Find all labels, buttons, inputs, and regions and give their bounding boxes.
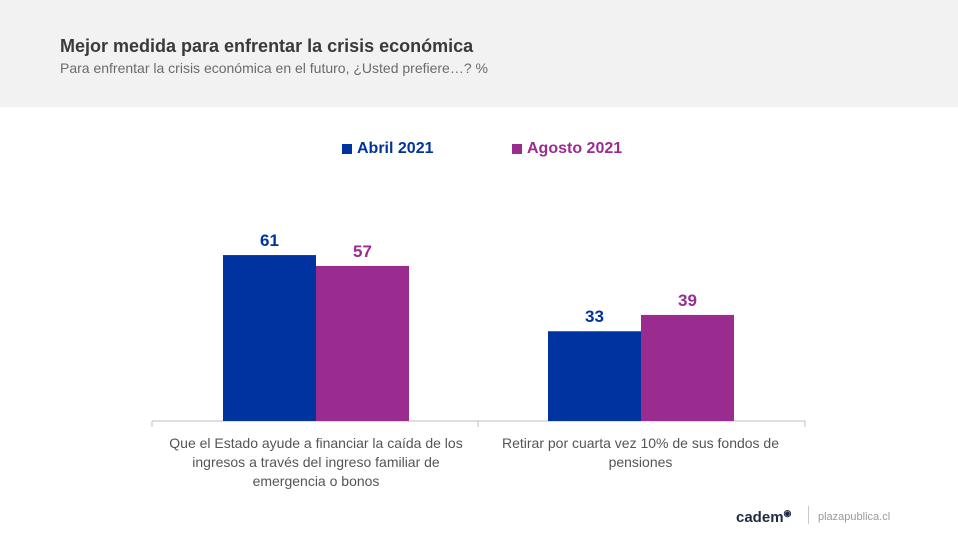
brand-text: cadem bbox=[736, 509, 784, 526]
bar-1-0 bbox=[548, 331, 641, 421]
legend-item-abril: Abril 2021 bbox=[342, 140, 433, 158]
bar-1-1 bbox=[641, 314, 734, 421]
footer-site-label: plazapublica.cl bbox=[818, 511, 891, 523]
category-label-retiro: Retirar por cuarta vez 10% de sus fondos… bbox=[501, 435, 780, 470]
data-label-0-1: 57 bbox=[353, 242, 372, 261]
data-label-1-1: 39 bbox=[678, 291, 697, 310]
footer-divider bbox=[808, 506, 809, 524]
legend-swatch-agosto bbox=[512, 144, 522, 154]
data-label-1-0: 33 bbox=[585, 307, 604, 326]
legend-label-abril: Abril 2021 bbox=[357, 140, 434, 157]
page-title: Mejor medida para enfrentar la crisis ec… bbox=[60, 36, 474, 56]
legend-item-agosto: Agosto 2021 bbox=[512, 140, 622, 158]
logo-mark-icon: ◉ bbox=[783, 508, 792, 518]
data-label-0-0: 61 bbox=[260, 231, 279, 250]
cadem-logo: cadem◉ bbox=[736, 508, 791, 526]
header-band: Mejor medida para enfrentar la crisis ec… bbox=[0, 0, 958, 107]
legend-swatch-abril bbox=[342, 144, 352, 154]
page-subtitle: Para enfrentar la crisis económica en el… bbox=[60, 60, 488, 76]
legend-label-agosto: Agosto 2021 bbox=[527, 140, 623, 157]
bar-0-0 bbox=[223, 255, 316, 421]
bar-0-1 bbox=[316, 265, 409, 421]
category-label-estado: Que el Estado ayude a financiar la caída… bbox=[169, 435, 463, 489]
